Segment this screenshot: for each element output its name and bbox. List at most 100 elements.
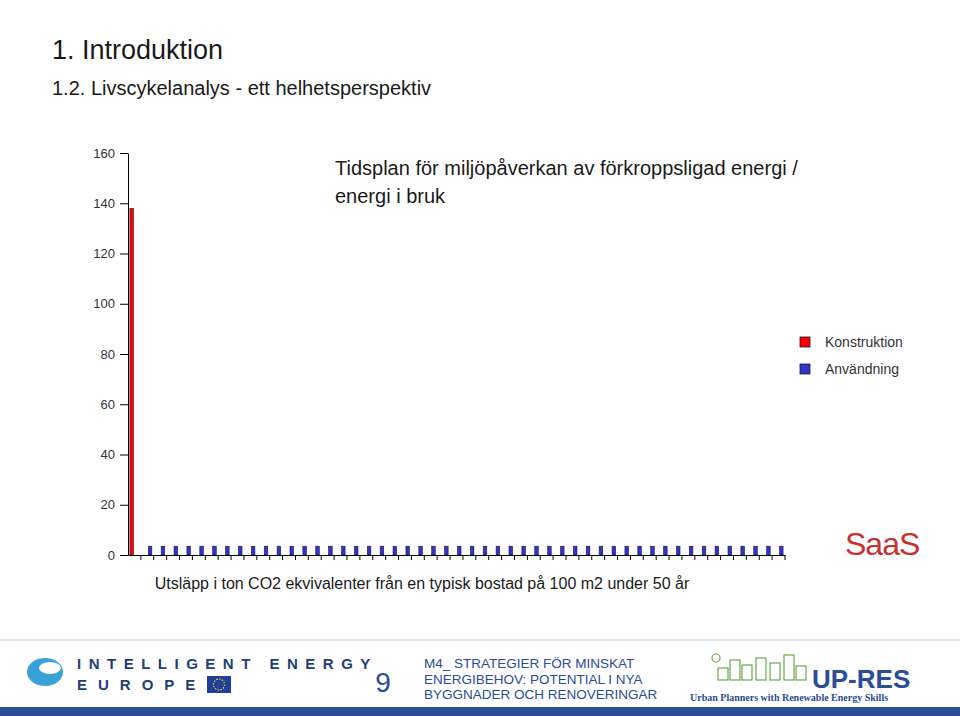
y-tick: 40 [101,447,128,462]
x-tick [321,555,322,560]
y-tick-label: 120 [93,246,115,261]
program-name: EUROPE [77,676,206,693]
bar [535,546,539,555]
x-tick-mark [269,555,270,560]
x-tick [514,555,515,560]
x-tick [205,555,206,560]
bar [651,546,655,555]
x-tick-mark [707,555,708,560]
y-tick-mark [120,153,128,154]
bars [130,208,783,555]
bar [148,546,152,555]
bar [342,546,346,555]
x-tick [720,555,721,560]
x-tick-mark [643,555,644,560]
bar [548,546,552,555]
x-tick [398,555,399,560]
y-tick-mark [120,404,128,405]
y-tick-mark [120,455,128,456]
bar [406,546,410,555]
bar [445,546,449,555]
x-tick [385,555,386,560]
x-tick-mark [424,555,425,560]
x-tick-mark [179,555,180,560]
x-tick [617,555,618,560]
legend-swatch [800,337,810,347]
y-tick-label: 160 [93,146,115,161]
y-tick: 80 [101,347,128,362]
bar [290,546,294,555]
x-tick [694,555,695,560]
x-tick-mark [192,555,193,560]
x-tick [269,555,270,560]
chart-title: Tidsplan för miljöpåverkan av förkroppsl… [335,157,798,179]
y-tick: 160 [93,146,128,161]
x-tick-mark [205,555,206,560]
bar [625,546,629,555]
x-tick [707,555,708,560]
skyline-block [742,665,752,680]
x-tick [681,555,682,560]
x-tick-mark [669,555,670,560]
skyline-block [718,668,728,680]
subheading: 1.2. Livscykelanalys - ett helhetsperspe… [52,77,431,99]
y-tick-label: 40 [101,447,115,462]
x-tick [218,555,219,560]
x-tick-mark [243,555,244,560]
x-tick [785,555,786,560]
x-tick-mark [578,555,579,560]
x-tick [604,555,605,560]
x-tick [411,555,412,560]
x-tick-mark [256,555,257,560]
x-tick [566,555,567,560]
y-tick-mark [120,304,128,305]
x-tick [733,555,734,560]
bar [187,546,191,555]
x-tick [359,555,360,560]
x-tick [527,555,528,560]
y-tick-label: 100 [93,296,115,311]
y-tick: 0 [108,548,128,563]
bar [161,546,165,555]
x-axis-line [129,555,786,556]
partner-name: UP-RES [812,664,910,694]
x-tick [347,555,348,560]
x-tick-mark [656,555,657,560]
bar [728,546,732,555]
y-tick-label: 140 [93,196,115,211]
x-tick-mark [153,555,154,560]
y-tick: 140 [93,196,128,211]
x-tick-mark [334,555,335,560]
x-tick [591,555,592,560]
x-tick-mark [694,555,695,560]
bar [316,546,320,555]
bar [483,546,487,555]
x-tick [231,555,232,560]
bar [367,546,371,555]
x-tick-mark [308,555,309,560]
legend: KonstruktionAnvändning [800,334,903,377]
bar [573,546,577,555]
partner-icon [712,654,806,680]
y-tick-label: 0 [108,548,115,563]
module-title: ENERGIBEHOV: POTENTIAL I NYA [424,672,643,687]
x-tick [772,555,773,560]
bar [432,546,436,555]
x-tick-mark [733,555,734,560]
x-tick [282,555,283,560]
x-tick-mark [514,555,515,560]
bar [174,546,178,555]
bar [130,208,134,555]
x-tick-mark [411,555,412,560]
bar [715,546,719,555]
program-name: INTELLIGENT ENERGY [77,655,378,672]
bar [509,546,513,555]
skyline-block [756,658,766,680]
x-tick-mark [398,555,399,560]
x-tick-mark [166,555,167,560]
x-axis [129,555,786,560]
x-tick-mark [501,555,502,560]
bar [354,546,358,555]
bar [200,546,204,555]
partner-tagline: Urban Planners with Renewable Energy Ski… [690,692,888,703]
